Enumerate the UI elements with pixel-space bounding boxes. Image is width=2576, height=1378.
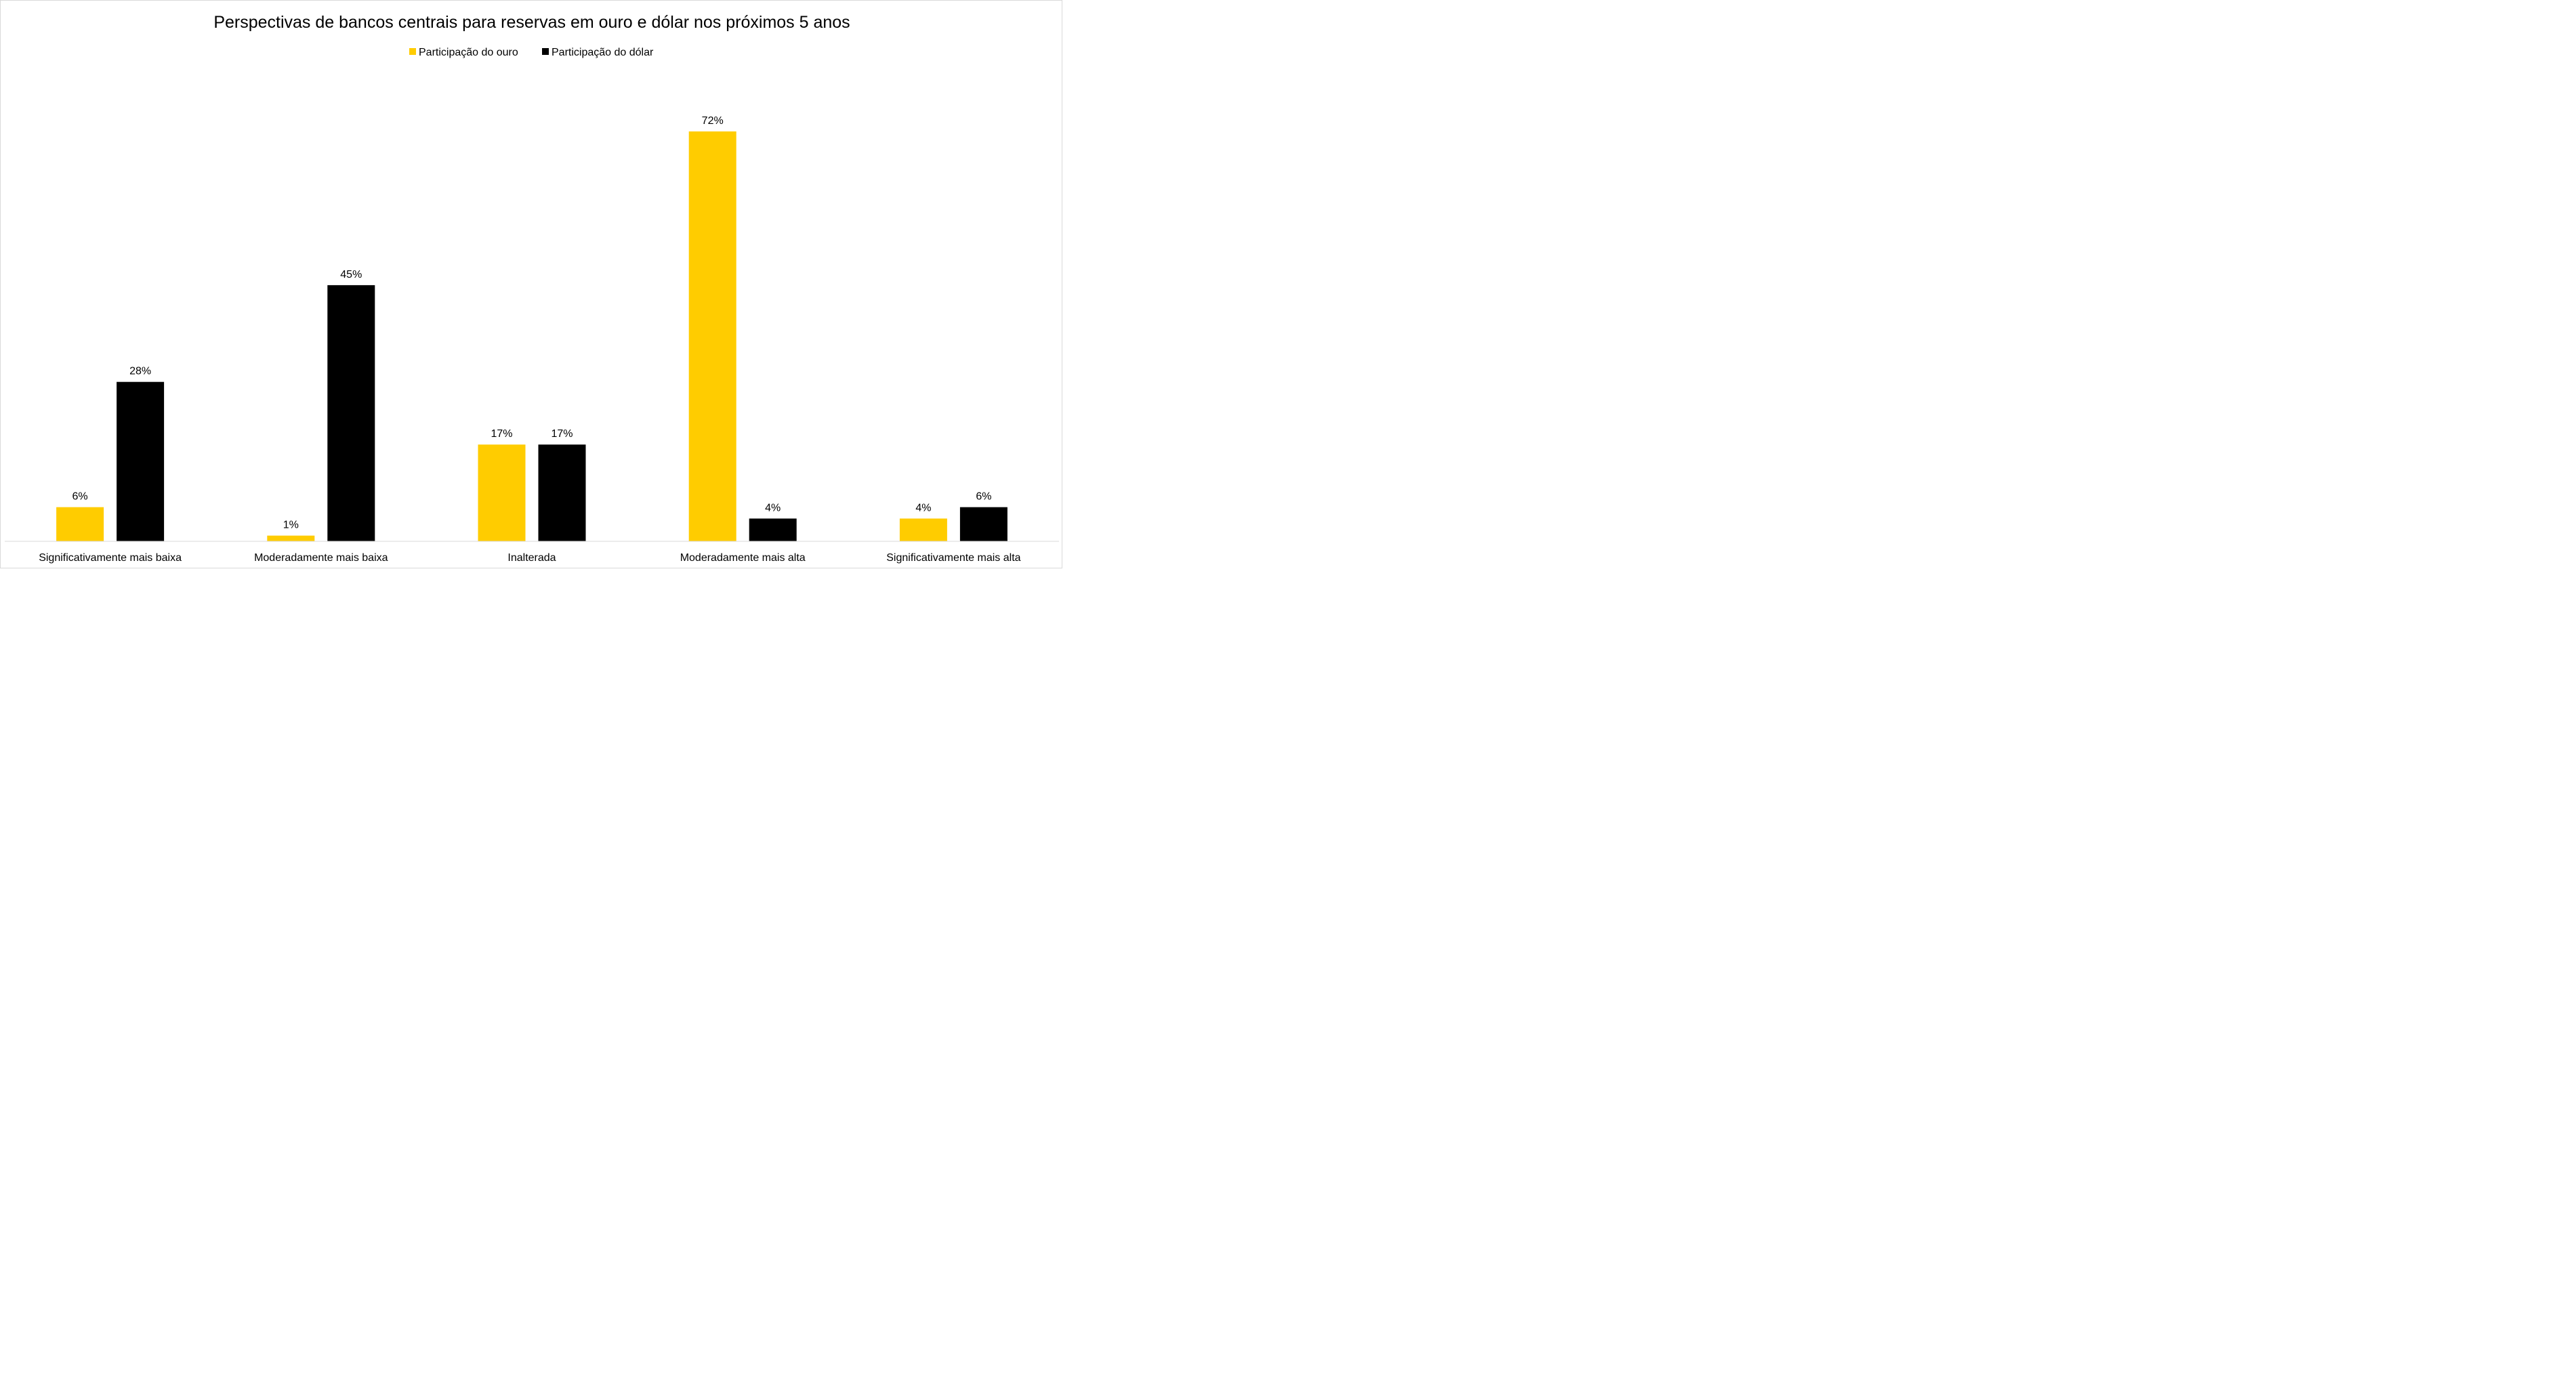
bar-dollar-3 — [749, 518, 797, 541]
legend-label-gold: Participação do ouro — [419, 47, 518, 58]
x-tick-label-3: Moderadamente mais alta — [680, 552, 806, 564]
bar-chart: Perspectivas de bancos centrais para res… — [5, 13, 1059, 564]
data-label-dollar-0: 28% — [129, 366, 151, 377]
legend-label-dollar: Participação do dólar — [552, 47, 654, 58]
bar-gold-3 — [688, 131, 736, 541]
bar-dollar-0 — [117, 381, 165, 541]
chart-title: Perspectivas de bancos centrais para res… — [213, 13, 850, 32]
bar-gold-4 — [899, 518, 947, 541]
data-label-gold-4: 4% — [915, 502, 931, 514]
chart-frame: Perspectivas de bancos centrais para res… — [0, 0, 1062, 568]
data-label-dollar-3: 4% — [765, 502, 781, 514]
data-label-gold-2: 17% — [491, 428, 512, 440]
x-tick-label-2: Inalterada — [507, 552, 556, 564]
bar-dollar-1 — [327, 285, 375, 541]
data-label-dollar-4: 6% — [976, 491, 991, 503]
data-label-gold-0: 6% — [72, 491, 88, 503]
legend-swatch-gold — [409, 48, 416, 55]
legend-swatch-dollar — [542, 48, 549, 55]
bar-dollar-2 — [538, 444, 586, 541]
data-label-gold-1: 1% — [283, 520, 299, 531]
data-label-dollar-1: 45% — [340, 269, 362, 280]
x-tick-label-4: Significativamente mais alta — [886, 552, 1020, 564]
bar-gold-1 — [267, 535, 315, 541]
x-axis-labels: Significativamente mais baixa Moderadamen… — [39, 552, 1020, 564]
x-tick-label-0: Significativamente mais baixa — [39, 552, 182, 564]
data-label-dollar-2: 17% — [551, 428, 573, 440]
bar-gold-0 — [56, 507, 104, 541]
legend: Participação do ouro Participação do dól… — [409, 47, 654, 58]
plot-area: 6% 28% 1% 45% 17% 17% 72% 4% 4% 6% — [56, 115, 1007, 541]
x-tick-label-1: Moderadamente mais baixa — [254, 552, 388, 564]
data-label-gold-3: 72% — [702, 115, 724, 127]
bar-dollar-4 — [959, 507, 1007, 541]
bar-gold-2 — [478, 444, 526, 541]
